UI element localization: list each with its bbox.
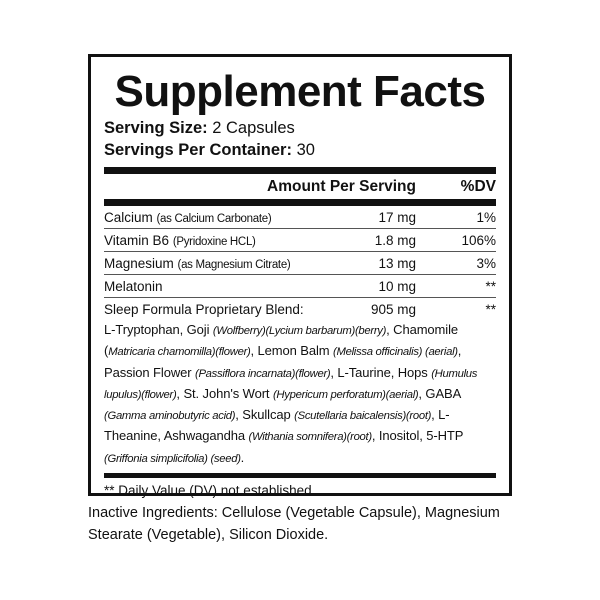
amount: 13 mg [378, 255, 416, 271]
daily-value: ** [485, 301, 496, 317]
botanical-name: (Scutellaria baicalensis)(root) [294, 410, 432, 423]
ingredient-text: , Inositol, 5-HTP [371, 428, 464, 444]
amount: 10 mg [378, 278, 416, 294]
daily-value: 1% [476, 209, 496, 225]
table-row: Calcium (as Calcium Carbonate) 17 mg 1% [104, 206, 496, 229]
nutrient-table: Calcium (as Calcium Carbonate) 17 mg 1% Vit… [104, 206, 496, 320]
blend-ingredients: L-Tryptophan, Goji (Wolfberry)(Lycium ba… [104, 320, 496, 469]
serving-size-value: 2 Capsules [212, 119, 295, 137]
botanical-name: (Hypericum perforatum)(aerial) [272, 388, 419, 401]
amount: 17 mg [378, 209, 416, 225]
daily-value: ** [485, 278, 496, 294]
dv-header: %DV [460, 177, 496, 195]
ingredient-text: Skullcap [238, 407, 295, 423]
amount-header: Amount Per Serving [267, 177, 416, 195]
nutrient-name: Sleep Formula Proprietary Blend: [104, 301, 304, 317]
ingredient-text: L-Tryptophan, Goji [104, 322, 213, 337]
ingredient-text: , [386, 322, 390, 337]
table-row: Vitamin B6 (Pyridoxine HCL) 1.8 mg 106% [104, 229, 496, 252]
supplement-facts-panel: Supplement Facts Serving Size: 2 Capsule… [88, 54, 512, 499]
divider [104, 199, 496, 206]
ingredient-text: Chamomile ( [104, 322, 458, 359]
serving-size: Serving Size: 2 Capsules [104, 117, 496, 139]
servings-label: Servings Per Container: [104, 141, 292, 159]
inactive-ingredients: Inactive Ingredients: Cellulose (Vegetab… [88, 505, 500, 543]
table-row: Melatonin 10 mg ** [104, 275, 496, 298]
ingredient-text: , St. John's Wort [176, 385, 273, 401]
table-row: Magnesium (as Magnesium Citrate) 13 mg 3% [104, 252, 496, 275]
divider [104, 473, 496, 479]
botanical-name: (Humulus lupulus)(flower) [104, 367, 478, 401]
serving-size-label: Serving Size: [104, 119, 208, 137]
botanical-name: (Passiflora incarnata)(flower) [194, 367, 331, 380]
botanical-name: (Wolfberry)(Lycium barbarum)(berry) [212, 325, 387, 337]
table-row: Sleep Formula Proprietary Blend: 905 mg *… [104, 298, 496, 320]
ingredient-text: , GABA [418, 385, 461, 401]
daily-value: 3% [476, 255, 496, 271]
ingredient-text: L-Taurine, Hops [333, 364, 432, 380]
footnote: ** Daily Value (DV) not established [104, 483, 312, 499]
amount: 1.8 mg [374, 232, 416, 248]
daily-value: 106% [461, 232, 496, 248]
botanical-name: (Gamma aminobutyric acid) [104, 410, 236, 423]
ingredient-text: , [330, 364, 334, 380]
divider [104, 167, 496, 174]
botanical-name: Matricaria chamomilla)(flower) [108, 346, 251, 359]
nutrient-name: Vitamin B6 (Pyridoxine HCL) [104, 232, 256, 248]
ingredient-text: . [240, 449, 245, 465]
ingredient-text: , Passion Flower [104, 343, 462, 380]
nutrient-name: Magnesium (as Magnesium Citrate) [104, 255, 291, 271]
servings-per-container: Servings Per Container: 30 [104, 139, 496, 161]
servings-value: 30 [296, 141, 315, 159]
nutrient-name: Calcium (as Calcium Carbonate) [104, 209, 272, 225]
ingredient-text: , Lemon Balm [250, 343, 334, 359]
botanical-name: (Withania somnifera)(root) [248, 431, 373, 444]
ingredient-text: , [235, 407, 239, 423]
botanical-name: (Griffonia simplicifolia) (seed) [104, 452, 241, 465]
table-header: Amount Per Serving %DV [104, 174, 496, 199]
nutrient-name: Melatonin [104, 278, 163, 294]
ingredient-text: , L-Theanine, Ashwagandha [104, 407, 450, 444]
botanical-name: (Melissa officinalis) (aerial) [333, 346, 458, 359]
amount: 905 mg [370, 301, 416, 317]
panel-title: Supplement Facts [114, 67, 486, 116]
